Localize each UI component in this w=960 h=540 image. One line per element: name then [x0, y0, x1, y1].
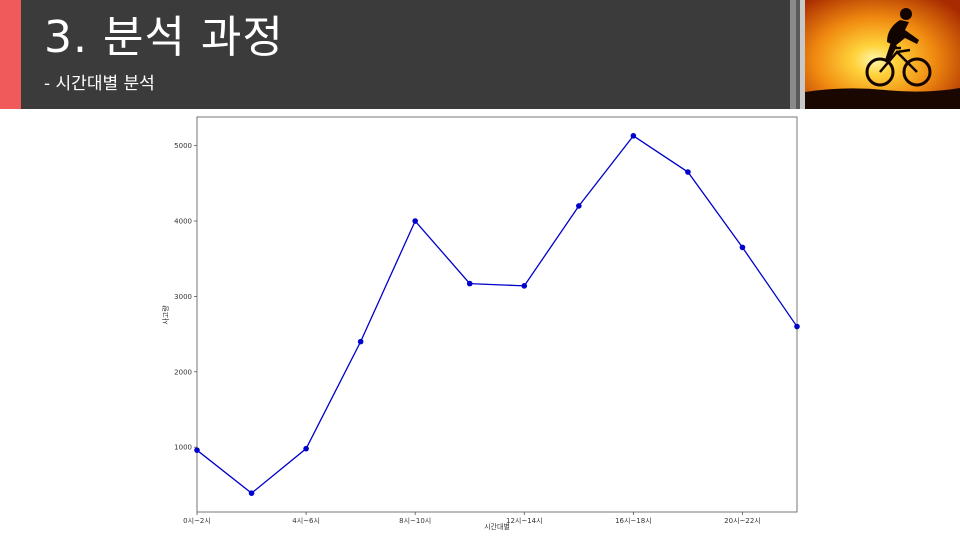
data-point	[357, 338, 364, 345]
data-point	[794, 323, 800, 330]
y-tick-label: 5000	[174, 142, 192, 150]
cyclist-sunset-photo	[805, 0, 960, 109]
x-tick-label: 20시~22시	[724, 517, 761, 525]
y-tick-label: 4000	[174, 218, 192, 226]
x-tick-label: 8시~10시	[399, 517, 431, 525]
data-point	[412, 218, 418, 224]
data-point	[466, 280, 473, 287]
data-point	[685, 169, 691, 175]
data-point	[194, 447, 200, 453]
x-axis-label: 시간대별	[484, 522, 510, 531]
accent-bar	[0, 0, 21, 109]
line-chart: 1000 2000 3000 4000 5000 0시~2시 4시~6시 8시~10시 12시…	[150, 110, 810, 540]
data-point	[739, 244, 746, 251]
data-point	[576, 203, 582, 209]
divider	[796, 0, 800, 109]
data-point	[248, 490, 255, 496]
data-point	[303, 445, 309, 452]
x-tick-label: 4시~6시	[292, 517, 320, 525]
divider	[790, 0, 796, 109]
data-point	[521, 283, 528, 289]
title-panel	[21, 0, 790, 109]
y-tick-label: 1000	[174, 444, 192, 452]
x-tick-label: 16시~18시	[615, 517, 652, 525]
x-tick-label: 12시~14시	[506, 517, 543, 525]
slide-header: 3. 분석 과정 - 시간대별 분석	[0, 0, 960, 109]
slide-title: 3. 분석 과정	[44, 12, 284, 63]
y-axis-label: 사고량	[161, 305, 170, 325]
series-line	[196, 134, 798, 494]
data-point	[630, 133, 637, 139]
y-tick-label: 2000	[174, 368, 192, 376]
divider	[800, 0, 805, 109]
x-tick-label: 0시~2시	[183, 517, 211, 525]
y-tick-label: 3000	[174, 293, 192, 301]
plot-frame	[196, 116, 798, 513]
chart-svg: 1000 2000 3000 4000 5000 0시~2시 4시~6시 8시~10시 12시…	[161, 116, 800, 531]
slide-subtitle: - 시간대별 분석	[44, 74, 155, 94]
